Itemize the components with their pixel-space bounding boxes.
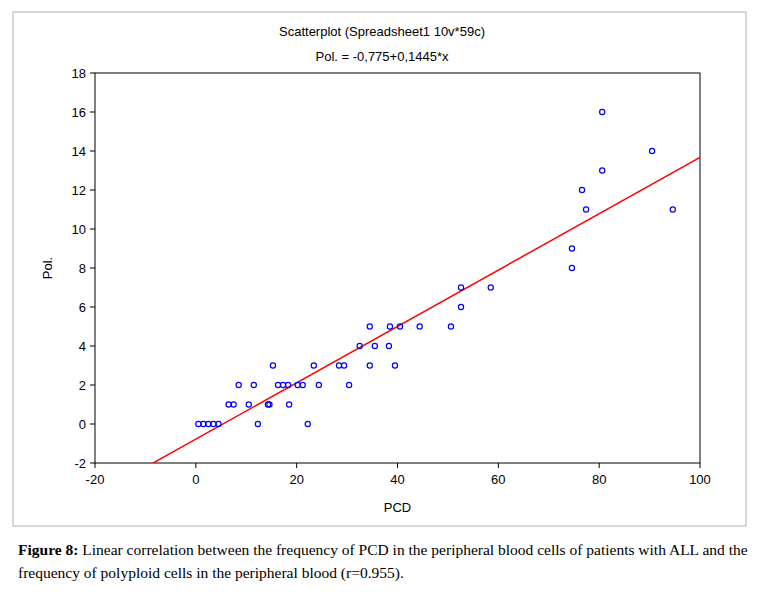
point <box>336 363 341 368</box>
caption-label: Figure 8: <box>18 541 78 558</box>
y-tick-label: 10 <box>72 222 86 237</box>
y-tick-label: 0 <box>79 417 86 432</box>
point <box>448 324 453 329</box>
point <box>196 421 201 426</box>
x-tick-label: 0 <box>192 472 199 487</box>
x-tick <box>195 463 196 468</box>
plot-frame <box>95 73 700 463</box>
y-tick-label: 6 <box>79 300 86 315</box>
point <box>392 363 397 368</box>
page: Scatterplot (Spreadsheet1 10v*59c) Pol. =… <box>0 0 764 601</box>
y-tick-label: -2 <box>74 456 86 471</box>
y-tick-label: 8 <box>79 261 86 276</box>
point <box>211 421 216 426</box>
point <box>347 382 352 387</box>
point <box>386 343 391 348</box>
point <box>583 207 588 212</box>
point <box>316 382 321 387</box>
y-tick-label: 2 <box>79 378 86 393</box>
point <box>287 402 292 407</box>
point <box>226 402 231 407</box>
figure-frame <box>13 12 746 526</box>
point <box>231 402 236 407</box>
point <box>311 363 316 368</box>
point <box>417 324 422 329</box>
point <box>600 168 605 173</box>
fit-line <box>95 157 700 463</box>
point <box>341 363 346 368</box>
point <box>372 343 377 348</box>
x-tick <box>498 463 499 468</box>
point <box>206 421 211 426</box>
point <box>458 285 463 290</box>
point <box>458 304 463 309</box>
point <box>201 421 206 426</box>
title: Scatterplot (Spreadsheet1 10v*59c) <box>279 24 485 39</box>
y-tick <box>90 463 95 464</box>
y-tick-label: 4 <box>79 339 86 354</box>
point <box>650 148 655 153</box>
point <box>569 246 574 251</box>
x-axis-label: PCD <box>384 500 411 515</box>
y-tick-label: 18 <box>72 66 86 81</box>
point <box>270 363 275 368</box>
y-tick <box>90 307 95 308</box>
point <box>285 382 290 387</box>
x-tick-label: 20 <box>289 472 303 487</box>
point <box>569 265 574 270</box>
subtitle: Pol. = -0,775+0,1445*x <box>316 49 449 64</box>
point <box>387 324 392 329</box>
x-tick <box>599 463 600 468</box>
y-tick <box>90 385 95 386</box>
x-tick-label: 60 <box>491 472 505 487</box>
y-tick-label: 12 <box>72 183 86 198</box>
point <box>267 402 272 407</box>
point <box>397 324 402 329</box>
point <box>305 421 310 426</box>
y-tick-label: 14 <box>72 144 86 159</box>
caption: Figure 8: Linear correlation between the… <box>18 538 753 584</box>
x-tick-label: 100 <box>689 472 711 487</box>
point <box>300 382 305 387</box>
y-tick <box>90 151 95 152</box>
x-tick <box>700 463 701 468</box>
point <box>255 421 260 426</box>
point <box>216 421 221 426</box>
x-tick <box>296 463 297 468</box>
point <box>579 187 584 192</box>
y-tick <box>90 346 95 347</box>
caption-text: Linear correlation between the frequency… <box>18 541 748 581</box>
point <box>600 109 605 114</box>
point <box>670 207 675 212</box>
x-tick-label: -20 <box>86 472 105 487</box>
point <box>275 382 280 387</box>
point <box>251 382 256 387</box>
chart: Scatterplot (Spreadsheet1 10v*59c) Pol. =… <box>0 0 764 601</box>
point <box>357 343 362 348</box>
x-tick-label: 40 <box>390 472 404 487</box>
point <box>236 382 241 387</box>
y-tick <box>90 229 95 230</box>
x-tick <box>95 463 96 468</box>
y-axis-label: Pol. <box>40 257 55 279</box>
point <box>367 324 372 329</box>
x-tick-label: 80 <box>592 472 606 487</box>
point <box>246 402 251 407</box>
y-tick <box>90 268 95 269</box>
point <box>367 363 372 368</box>
y-tick <box>90 190 95 191</box>
point <box>295 382 300 387</box>
y-tick <box>90 112 95 113</box>
y-tick <box>90 73 95 74</box>
plot-marks <box>95 109 700 463</box>
point <box>488 285 493 290</box>
point <box>280 382 285 387</box>
x-tick <box>397 463 398 468</box>
y-tick-label: 16 <box>72 105 86 120</box>
y-tick <box>90 424 95 425</box>
